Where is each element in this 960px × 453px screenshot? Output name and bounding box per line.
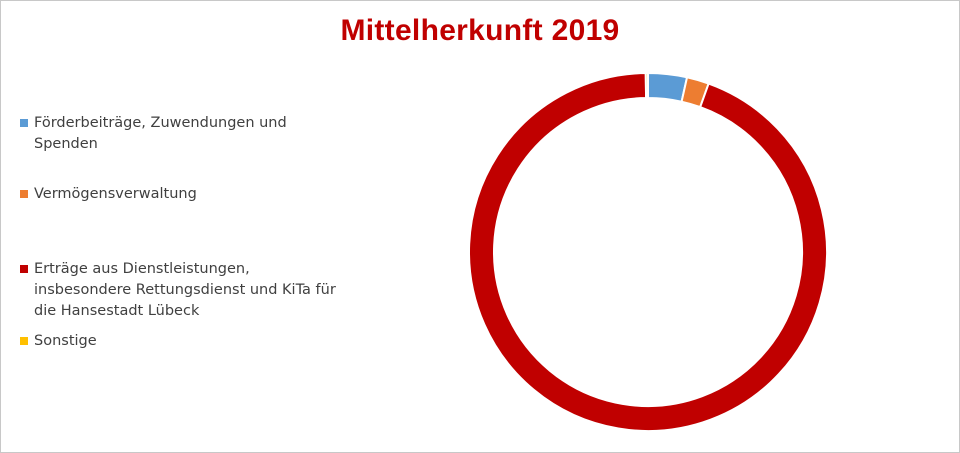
- legend-item-vermoegensverwaltung: Vermögensverwaltung: [20, 184, 350, 205]
- legend-swatch-sonstige: [20, 337, 28, 345]
- legend-item-foerderbeitraege: Förderbeiträge, Zuwendungen und Spenden: [20, 113, 350, 155]
- legend-item-ertraege-dienstleistungen: Erträge aus Dienstleistungen, insbesonde…: [20, 259, 350, 322]
- legend-label-foerderbeitraege: Förderbeiträge, Zuwendungen und Spenden: [34, 115, 287, 152]
- legend-label-sonstige: Sonstige: [34, 333, 97, 349]
- chart-title: Mittelherkunft 2019: [340, 14, 620, 47]
- legend-swatch-foerderbeitraege: [20, 119, 28, 127]
- legend-label-vermoegensverwaltung: Vermögensverwaltung: [34, 186, 197, 202]
- donut-slice-foerderbeitraege: [647, 71, 689, 103]
- legend-swatch-ertraege-dienstleistungen: [20, 265, 28, 273]
- donut-slice-sonstige: [644, 71, 649, 100]
- donut-slice-ertraege-dienstleistungen: [468, 71, 828, 432]
- legend-item-sonstige: Sonstige: [20, 331, 350, 352]
- legend-label-ertraege-dienstleistungen: Erträge aus Dienstleistungen, insbesonde…: [34, 261, 336, 319]
- legend-swatch-vermoegensverwaltung: [20, 190, 28, 198]
